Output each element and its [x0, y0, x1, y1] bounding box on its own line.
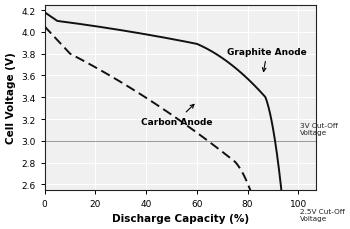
Text: Carbon Anode: Carbon Anode [141, 105, 212, 126]
Text: 2.5V Cut-Off
Voltage: 2.5V Cut-Off Voltage [300, 208, 344, 221]
Y-axis label: Cell Voltage (V): Cell Voltage (V) [6, 52, 15, 143]
X-axis label: Discharge Capacity (%): Discharge Capacity (%) [112, 213, 249, 224]
Text: 3V Cut-Off
Voltage: 3V Cut-Off Voltage [300, 123, 337, 136]
Text: Graphite Anode: Graphite Anode [227, 48, 307, 72]
